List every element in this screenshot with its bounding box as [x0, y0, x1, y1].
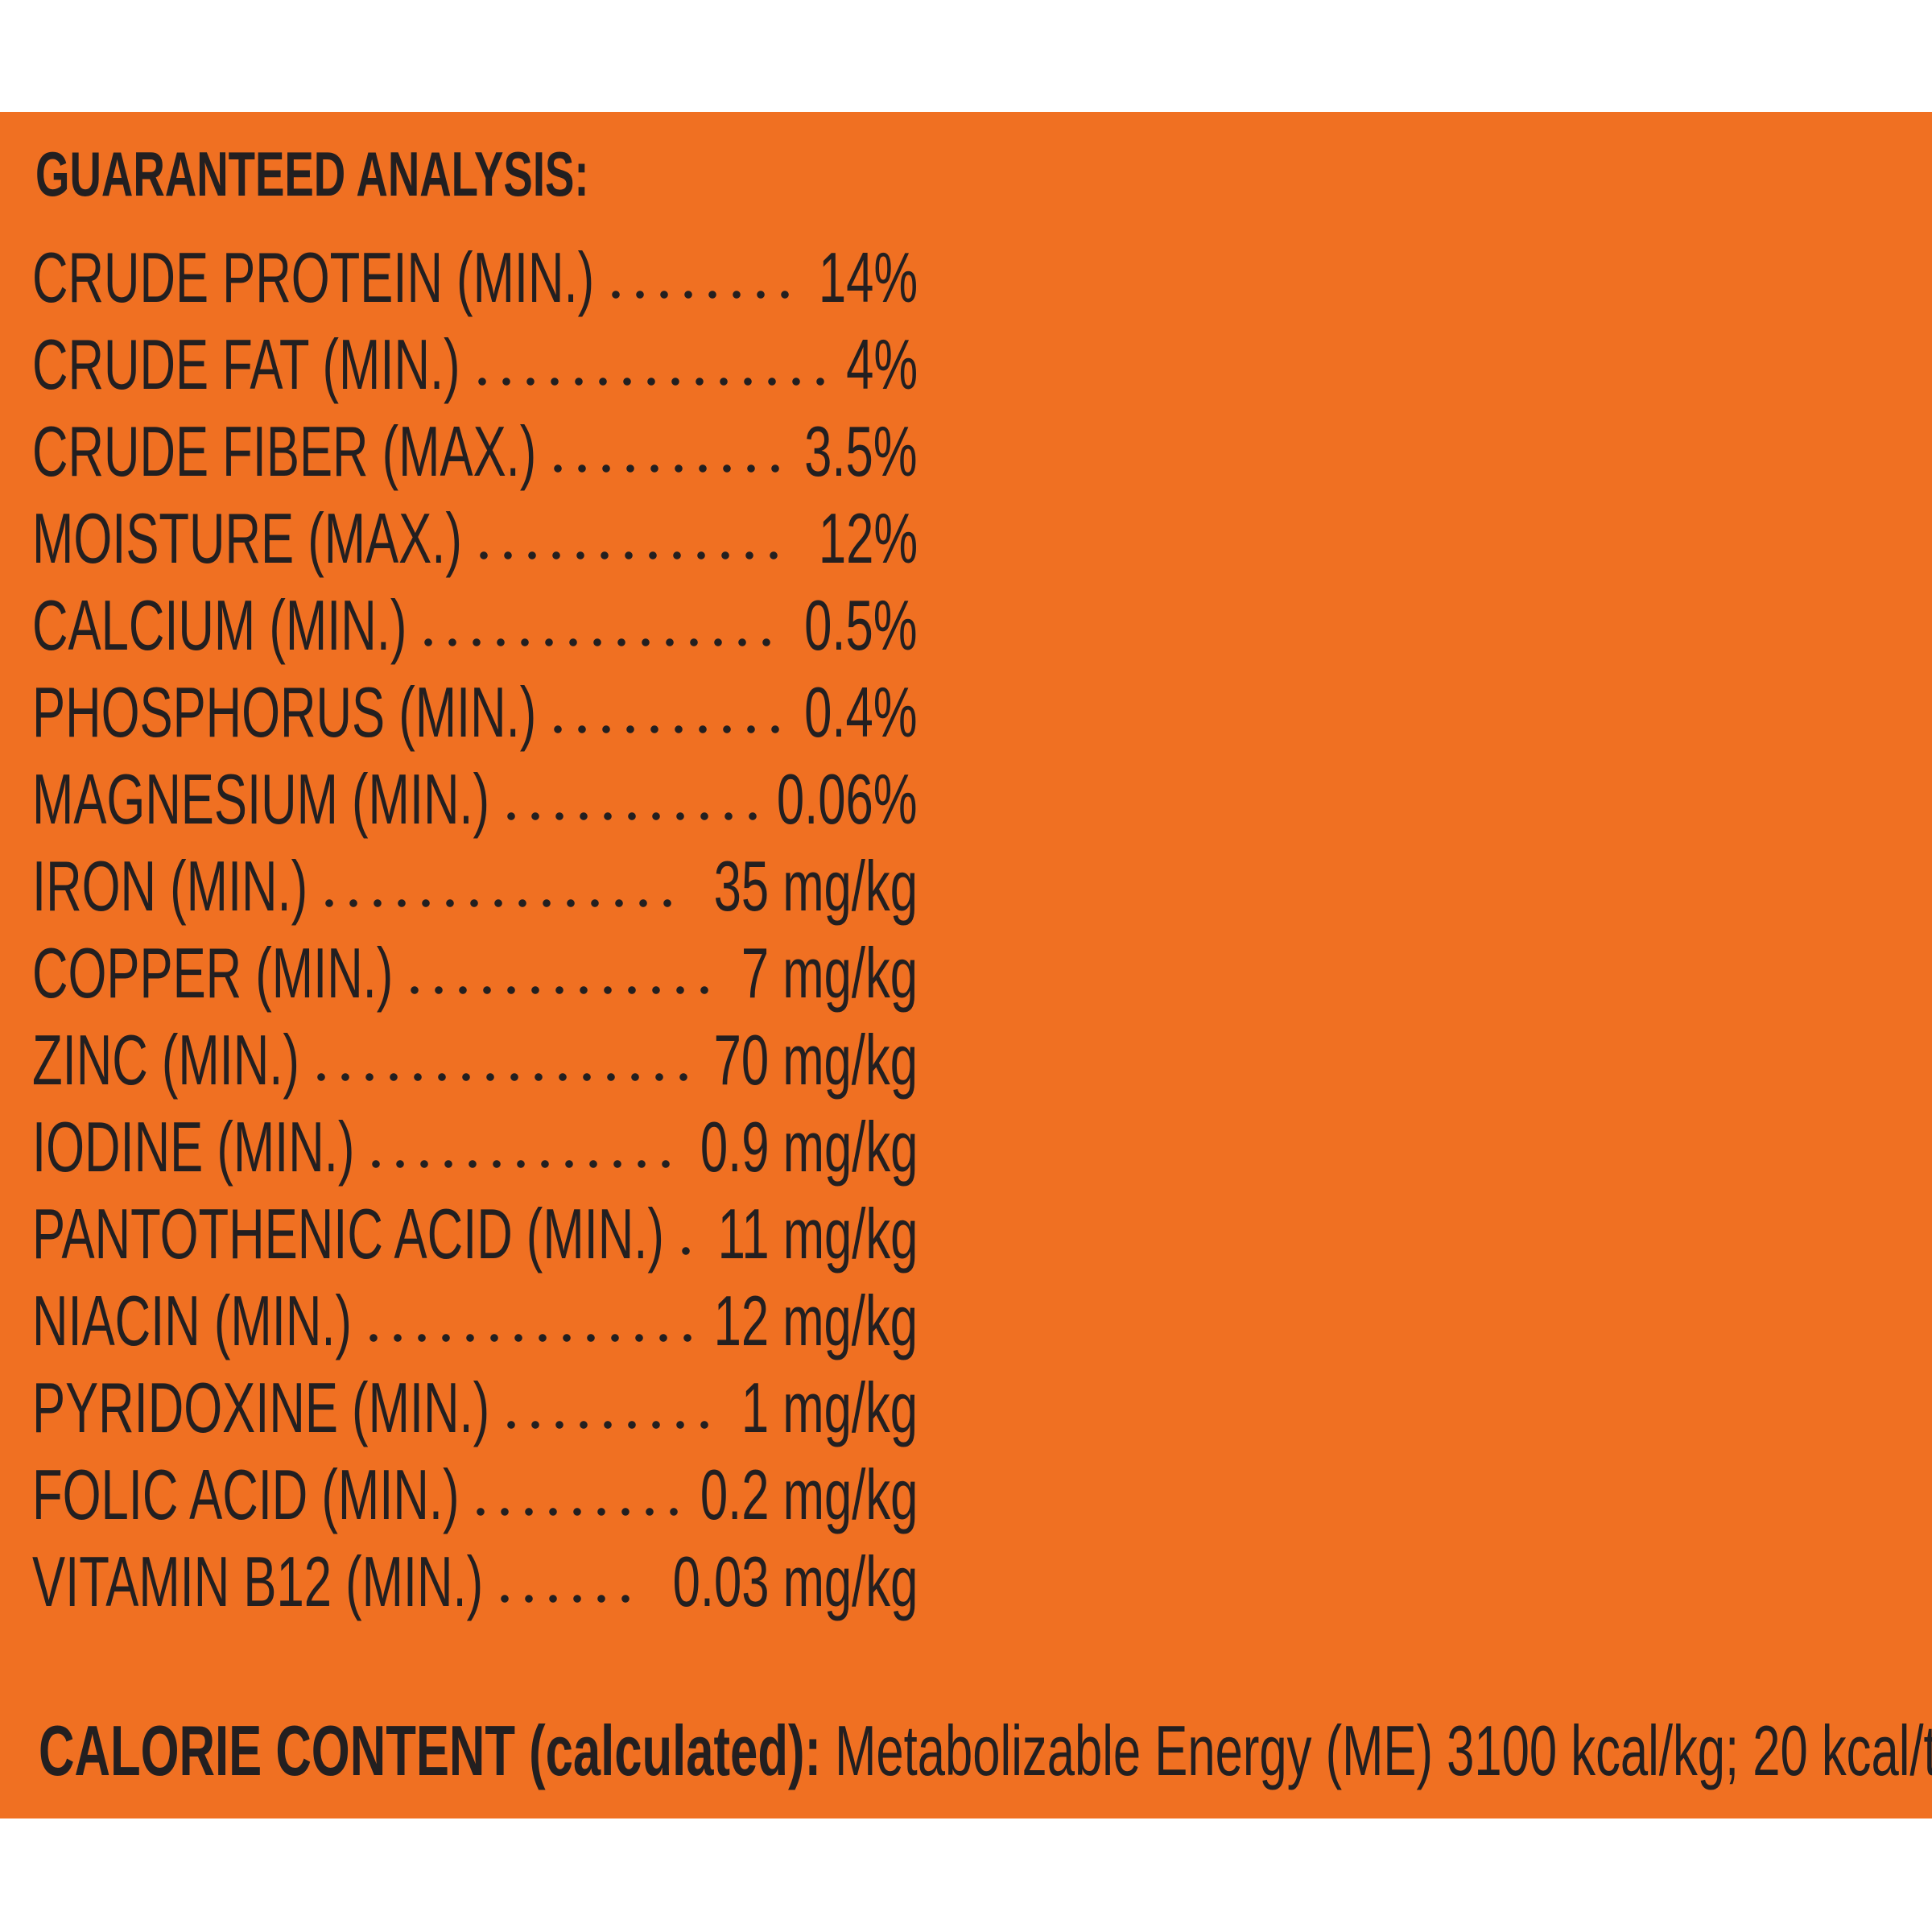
dot-leader — [317, 899, 680, 907]
nutrient-value: 7 mg/kg — [741, 933, 918, 1013]
nutrient-value: 12% — [818, 498, 918, 578]
analysis-row: PHOSPHORUS (MIN.) 0.4% — [32, 672, 918, 759]
analysis-row: IODINE (MIN.) 0.9 mg/kg — [32, 1107, 918, 1194]
nutrient-name: NIACIN (MIN.) — [32, 1281, 352, 1360]
dot-leader — [402, 986, 717, 994]
calorie-content-label: CALORIE CONTENT (calculated): — [39, 1711, 821, 1790]
nutrient-value: 11 mg/kg — [717, 1194, 918, 1274]
nutrient-name: CRUDE PROTEIN (MIN.) — [32, 237, 595, 317]
analysis-panel — [0, 112, 1932, 1818]
dot-leader — [604, 291, 798, 299]
dot-leader — [469, 1508, 687, 1516]
nutrient-name: CALCIUM (MIN.) — [32, 585, 407, 665]
analysis-row: NIACIN (MIN.) 12 mg/kg — [32, 1281, 918, 1368]
calorie-content: CALORIE CONTENT (calculated): Metaboliza… — [39, 1715, 1932, 1787]
nutrient-name: CRUDE FAT (MIN.) — [32, 324, 460, 404]
nutrient-value: 12 mg/kg — [713, 1281, 918, 1360]
nutrient-value: 0.06% — [777, 759, 918, 839]
nutrient-name: PANTOTHENIC ACID (MIN.) — [32, 1194, 664, 1274]
analysis-row: CALCIUM (MIN.) 0.5% — [32, 585, 918, 672]
nutrient-name: ZINC (MIN.) — [32, 1020, 299, 1100]
nutrient-value: 0.03 mg/kg — [672, 1542, 918, 1621]
analysis-row: CRUDE FAT (MIN.) 4% — [32, 324, 918, 411]
nutrient-value: 0.9 mg/kg — [700, 1107, 918, 1187]
calorie-content-text: Metabolizable Energy (ME) 3100 kcal/kg; … — [820, 1711, 1932, 1790]
analysis-row: MAGNESIUM (MIN.) 0.06% — [32, 759, 918, 846]
nutrient-value: 1 mg/kg — [741, 1368, 918, 1447]
analysis-row: PYRIDOXINE (MIN.) 1 mg/kg — [32, 1368, 918, 1455]
analysis-row: MOISTURE (MAX.) 12% — [32, 498, 918, 585]
nutrient-name: IRON (MIN.) — [32, 846, 308, 926]
nutrient-name: COPPER (MIN.) — [32, 933, 394, 1013]
guaranteed-analysis-heading: GUARANTEED ANALYSIS: — [35, 138, 589, 209]
nutrient-name: PHOSPHORUS (MIN.) — [32, 672, 537, 752]
dot-leader — [469, 378, 832, 386]
analysis-row: VITAMIN B12 (MIN.) 0.03 mg/kg — [32, 1542, 918, 1629]
nutrient-name: MOISTURE (MAX.) — [32, 498, 462, 578]
nutrient-value: 14% — [818, 237, 918, 317]
analysis-list: CRUDE PROTEIN (MIN.) 14% CRUDE FAT (MIN.)… — [32, 237, 918, 1629]
nutrient-name: VITAMIN B12 (MIN.) — [32, 1542, 484, 1621]
nutrient-value: 0.5% — [804, 585, 918, 665]
analysis-row: PANTOTHENIC ACID (MIN.) 11 mg/kg — [32, 1194, 918, 1281]
dot-leader — [499, 812, 766, 820]
dot-leader — [499, 1421, 717, 1429]
nutrient-value: 3.5% — [804, 411, 918, 491]
analysis-row: CRUDE FIBER (MAX.) 3.5% — [32, 411, 918, 498]
nutrient-value: 0.4% — [804, 672, 918, 752]
dot-leader — [493, 1595, 638, 1603]
nutrient-name: PYRIDOXINE (MIN.) — [32, 1368, 490, 1447]
nutrient-name: FOLIC ACID (MIN.) — [32, 1455, 460, 1534]
nutrient-name: IODINE (MIN.) — [32, 1107, 355, 1187]
nutrient-value: 4% — [845, 324, 918, 404]
nutrient-name: MAGNESIUM (MIN.) — [32, 759, 490, 839]
dot-leader — [308, 1073, 696, 1081]
nutrient-value: 0.2 mg/kg — [700, 1455, 918, 1534]
nutrient-value: 70 mg/kg — [713, 1020, 918, 1100]
analysis-row: ZINC (MIN.) 70 mg/kg — [32, 1020, 918, 1107]
nutrient-name: CRUDE FIBER (MAX.) — [32, 411, 537, 491]
dot-leader — [416, 638, 779, 646]
dot-leader — [673, 1247, 698, 1255]
dot-leader — [546, 725, 788, 733]
nutrient-value: 35 mg/kg — [713, 846, 918, 926]
dot-leader — [364, 1160, 679, 1168]
analysis-row: IRON (MIN.) 35 mg/kg — [32, 846, 918, 933]
analysis-row: FOLIC ACID (MIN.) 0.2 mg/kg — [32, 1455, 918, 1542]
analysis-row: CRUDE PROTEIN (MIN.) 14% — [32, 237, 918, 324]
analysis-row: COPPER (MIN.) 7 mg/kg — [32, 933, 918, 1020]
dot-leader — [471, 551, 786, 559]
dot-leader — [546, 464, 788, 473]
dot-leader — [361, 1334, 700, 1342]
